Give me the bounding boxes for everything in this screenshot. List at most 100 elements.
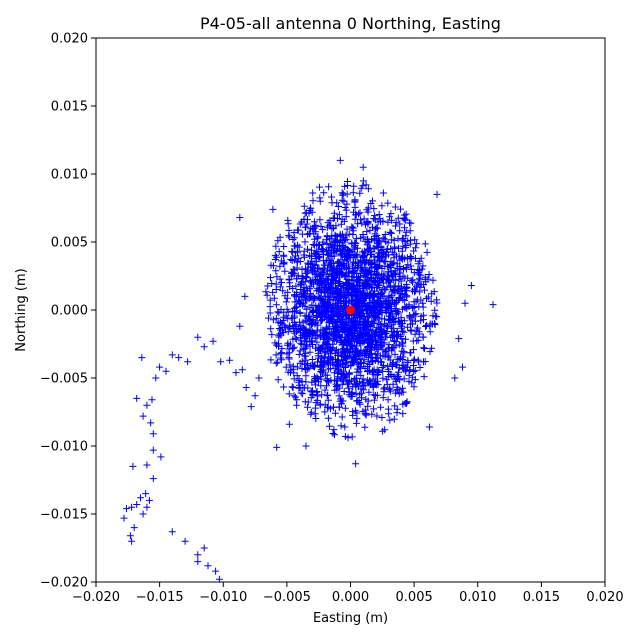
data-point — [378, 253, 386, 261]
data-point — [316, 280, 324, 288]
data-point — [421, 286, 428, 294]
data-point — [279, 326, 286, 334]
data-point — [411, 366, 419, 374]
data-point — [315, 253, 323, 261]
data-point — [400, 375, 408, 383]
data-point — [288, 257, 296, 264]
data-point — [326, 405, 334, 413]
data-point — [255, 374, 263, 382]
data-point — [357, 340, 365, 348]
data-point — [318, 391, 326, 399]
data-point — [411, 355, 418, 363]
data-point — [236, 214, 244, 221]
data-point — [395, 244, 402, 252]
data-point — [143, 503, 151, 511]
data-point — [330, 369, 338, 377]
data-point — [267, 274, 274, 282]
data-point — [386, 416, 394, 424]
data-point — [309, 280, 317, 288]
data-point — [378, 300, 386, 307]
data-point — [338, 189, 346, 197]
data-point — [330, 313, 338, 321]
data-point — [326, 365, 334, 373]
y-tick-label: 0.015 — [51, 100, 88, 115]
data-point — [385, 316, 392, 324]
data-point — [343, 257, 351, 265]
data-point — [334, 203, 342, 210]
data-point — [419, 333, 427, 341]
data-point — [385, 268, 393, 276]
data-point — [285, 390, 293, 398]
data-point — [379, 246, 387, 253]
data-point — [384, 396, 392, 404]
data-point — [323, 302, 331, 310]
data-point — [363, 321, 371, 329]
data-point — [320, 189, 328, 197]
data-point — [143, 461, 151, 469]
data-point — [362, 181, 370, 189]
data-point — [310, 265, 318, 273]
data-point — [359, 323, 367, 331]
data-point — [428, 344, 436, 352]
data-point — [373, 262, 381, 270]
data-point — [398, 362, 406, 369]
data-point — [459, 363, 466, 371]
data-point — [309, 362, 317, 370]
data-point — [331, 333, 339, 341]
data-point — [398, 327, 406, 335]
data-point — [369, 368, 377, 375]
data-point — [349, 411, 357, 419]
data-point — [282, 312, 290, 320]
data-point — [317, 317, 325, 325]
data-point — [386, 262, 394, 270]
data-point — [285, 420, 293, 428]
data-point — [410, 357, 418, 364]
data-point — [353, 250, 361, 258]
plot-points — [120, 156, 497, 583]
data-point — [285, 233, 293, 241]
data-point — [168, 351, 176, 359]
data-point — [378, 309, 386, 317]
data-point — [331, 244, 338, 252]
data-point — [329, 340, 337, 348]
data-point — [332, 248, 340, 256]
data-point — [375, 238, 383, 246]
data-point — [306, 277, 314, 285]
data-point — [431, 321, 439, 329]
data-point — [351, 375, 359, 382]
data-point — [236, 322, 244, 330]
data-point — [292, 393, 299, 401]
chart-title: P4-05-all antenna 0 Northing, Easting — [200, 14, 501, 33]
data-point — [299, 390, 307, 398]
data-point — [267, 325, 275, 333]
data-point — [284, 288, 292, 296]
data-point — [421, 358, 429, 365]
data-point — [369, 357, 376, 365]
data-point — [184, 358, 192, 366]
data-point — [402, 280, 410, 288]
data-point — [396, 220, 404, 228]
data-point — [421, 345, 428, 352]
data-point — [353, 368, 361, 376]
data-point — [375, 254, 383, 262]
data-point — [328, 346, 336, 354]
data-point — [341, 433, 349, 440]
data-point — [399, 272, 407, 280]
data-point — [273, 358, 281, 366]
data-point — [427, 297, 435, 305]
data-point — [370, 298, 378, 306]
data-point — [391, 283, 399, 290]
data-point — [272, 267, 280, 275]
data-point — [321, 338, 329, 346]
data-point — [217, 358, 225, 366]
data-point — [351, 239, 359, 247]
data-point — [403, 305, 411, 313]
data-point — [266, 296, 274, 304]
data-point — [336, 289, 343, 297]
data-point — [354, 220, 362, 228]
data-point — [303, 220, 311, 228]
data-point — [336, 308, 344, 315]
data-point — [411, 236, 419, 244]
data-point — [323, 392, 331, 400]
data-point — [319, 295, 326, 303]
